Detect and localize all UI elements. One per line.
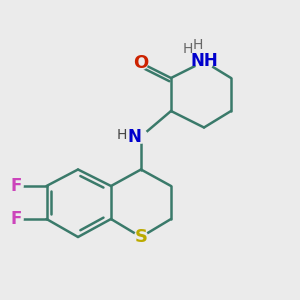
- Text: H: H: [116, 128, 127, 142]
- Circle shape: [134, 56, 148, 70]
- Text: O: O: [134, 54, 148, 72]
- Text: N: N: [127, 128, 141, 146]
- Text: NH: NH: [190, 52, 218, 70]
- Circle shape: [134, 130, 148, 143]
- Circle shape: [134, 230, 148, 244]
- Circle shape: [195, 52, 213, 70]
- Circle shape: [115, 128, 128, 142]
- Circle shape: [181, 43, 194, 56]
- Circle shape: [10, 179, 23, 193]
- Text: F: F: [11, 177, 22, 195]
- Text: S: S: [134, 228, 148, 246]
- Text: H: H: [182, 43, 193, 56]
- Circle shape: [193, 40, 203, 50]
- Text: H: H: [193, 38, 203, 52]
- Text: F: F: [11, 210, 22, 228]
- Circle shape: [10, 212, 23, 226]
